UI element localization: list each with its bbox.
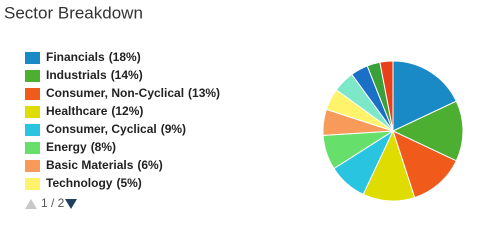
pager-prev[interactable] [25,199,37,209]
legend-label: Industrials (14%) [46,68,143,82]
legend-swatch [25,160,40,172]
legend-swatch [25,106,40,118]
legend-label: Healthcare (12%) [46,104,143,118]
pie-slice [391,100,464,162]
chart-title: Sector Breakdown [4,3,143,22]
legend-label: Financials (18%) [46,50,141,64]
legend-swatch [25,70,40,82]
legend-category: Basic Materials [46,158,134,172]
pie-slice [379,60,394,132]
legend-label: Basic Materials (6%) [46,158,163,172]
legend-label: Consumer, Cyclical (9%) [46,122,186,136]
legend-value: (14%) [111,68,143,82]
legend-category: Consumer, Cyclical [46,122,157,136]
legend-value: (5%) [116,176,141,190]
legend-swatch [25,178,40,190]
pager-label: 1 / 2 [41,196,65,210]
legend-swatch [25,124,40,136]
legend-category: Consumer, Non-Cyclical [46,86,184,100]
legend-swatch [25,52,40,64]
legend-label: Energy (8%) [46,140,116,154]
legend-swatch [25,88,40,100]
legend-category: Industrials [46,68,107,82]
legend-value: (9%) [161,122,186,136]
legend-value: (13%) [188,86,220,100]
pager-next[interactable] [65,199,77,209]
pie-slice [392,130,458,199]
legend-value: (18%) [109,50,141,64]
legend-value: (6%) [137,158,162,172]
legend-category: Energy [46,140,87,154]
legend-value: (8%) [91,140,116,154]
legend-value: (12%) [111,104,143,118]
legend-label: Consumer, Non-Cyclical (13%) [46,86,220,100]
legend-swatch [25,142,40,154]
chart: Sector Breakdown 1 / 2 Financials (18%)In… [4,3,464,210]
legend-category: Financials [46,50,105,64]
legend-category: Healthcare [46,104,108,118]
legend-category: Technology [46,176,113,190]
pie-slice [392,60,458,132]
legend-label: Technology (5%) [46,176,142,190]
